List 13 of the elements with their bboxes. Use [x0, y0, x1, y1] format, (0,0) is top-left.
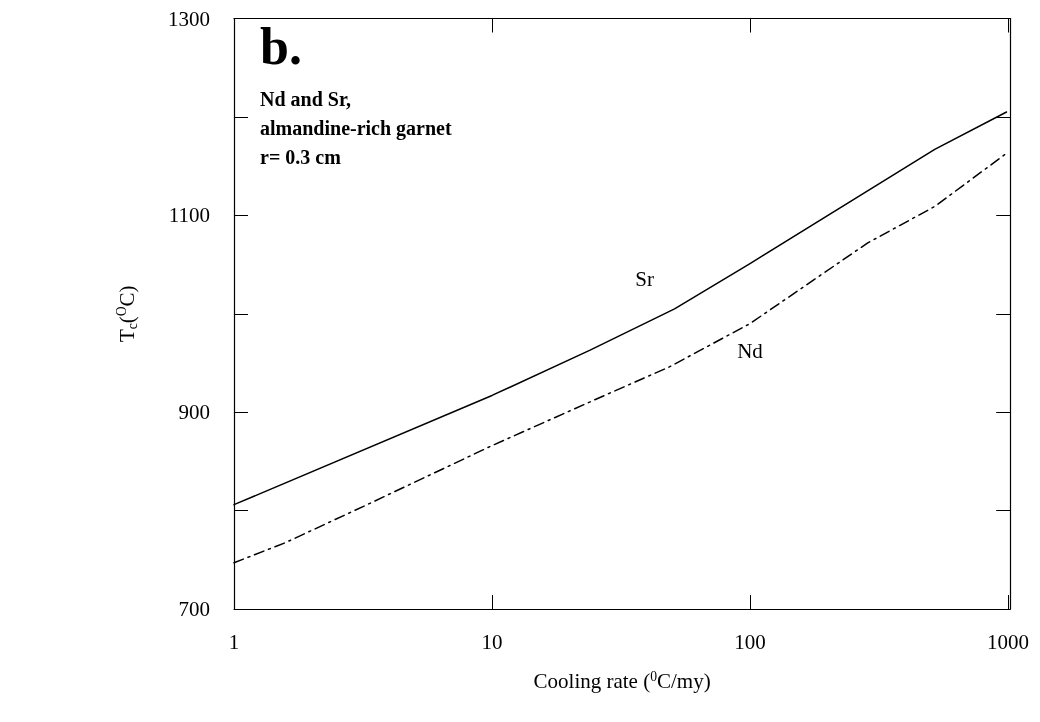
annotation: b. — [260, 17, 302, 75]
series-label: Nd — [737, 339, 764, 364]
x-tick-label: 100 — [734, 629, 766, 654]
y-axis-title: Tc(OC) — [114, 285, 140, 343]
series-label: Sr — [635, 267, 654, 292]
annotation: Nd and Sr, almandine-rich garnet r= 0.3 cm — [260, 87, 452, 168]
x-tick-label: 1 — [228, 629, 240, 654]
x-tick-label: 1000 — [987, 629, 1029, 654]
x-tick-label: 10 — [481, 629, 503, 654]
y-tick-label: 900 — [178, 400, 210, 425]
y-tick-label: 1300 — [168, 6, 210, 31]
y-tick-label: 1100 — [168, 203, 210, 228]
y-tick-label: 700 — [178, 597, 210, 621]
